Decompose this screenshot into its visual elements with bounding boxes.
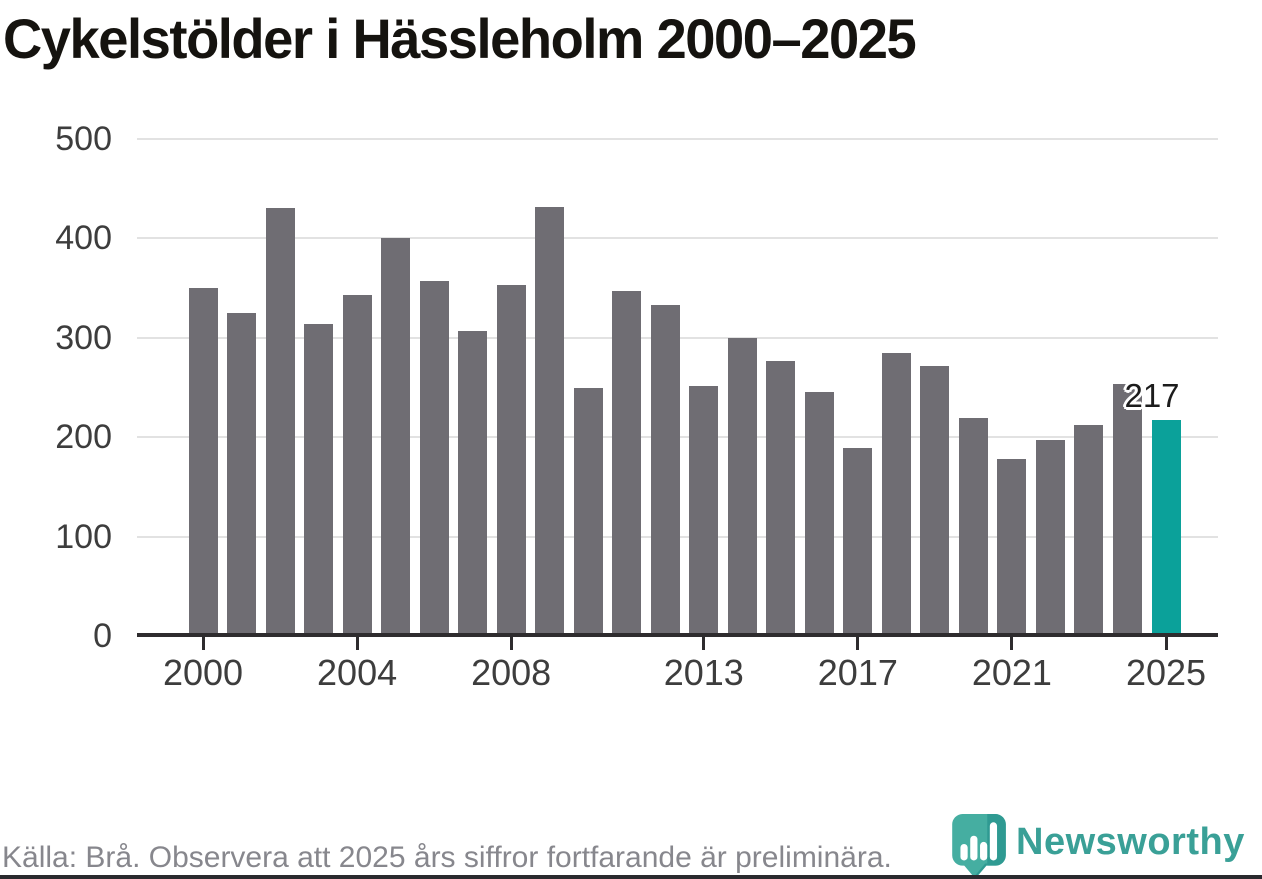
newsworthy-wordmark: Newsworthy: [1016, 821, 1245, 863]
x-tick-2013: [702, 637, 706, 650]
x-tick-2017: [856, 637, 860, 650]
bar-2024: [1112, 383, 1142, 636]
bar-2022: [1035, 440, 1065, 636]
bar-2021: [997, 459, 1027, 636]
x-tick-2008: [509, 637, 513, 650]
source-note: Källa: Brå. Observera att 2025 års siffr…: [2, 841, 892, 874]
bar-2018: [881, 352, 911, 636]
y-axis-tick-labels: 0 100 200 300 400 500: [0, 120, 112, 655]
x-tick-2004: [355, 637, 359, 650]
bar-2011: [612, 291, 642, 636]
plot-area: 217: [137, 138, 1218, 637]
x-tick-label-2008: 2008: [471, 652, 552, 693]
x-tick-label-2025: 2025: [1125, 652, 1207, 693]
highlight-value-label: 217: [1124, 377, 1180, 415]
bar-2023: [1074, 425, 1104, 636]
bar-2017: [843, 448, 873, 636]
newsworthy-pin-barchart-icon: [952, 814, 1006, 878]
x-axis-line: [137, 633, 1218, 637]
bar-2003: [304, 323, 334, 636]
bar-2014: [727, 337, 757, 636]
x-tick-2000: [201, 637, 205, 650]
gridline-400: [137, 237, 1218, 240]
bar-2004: [342, 295, 372, 636]
bar-2001: [227, 312, 257, 636]
x-tick-label-2013: 2013: [663, 652, 744, 693]
newsworthy-logo: Newsworthy: [948, 812, 1262, 879]
bar-2012: [650, 305, 680, 636]
x-tick-label-2021: 2021: [971, 652, 1052, 693]
y-tick-label-100: 100: [55, 517, 112, 556]
x-tick-label-2017: 2017: [817, 652, 898, 693]
bar-2006: [419, 281, 449, 636]
bar-2000: [188, 288, 218, 636]
bar-2002: [265, 207, 295, 636]
bottom-edge-line: [0, 875, 1262, 879]
y-tick-label-200: 200: [55, 418, 112, 457]
y-tick-label-300: 300: [55, 318, 112, 357]
y-tick-label-500: 500: [55, 120, 112, 158]
bar-2009: [535, 206, 565, 636]
bar-2019: [920, 365, 950, 636]
bar-2007: [458, 330, 488, 636]
y-tick-label-0: 0: [93, 617, 112, 655]
x-tick-label-2000: 2000: [162, 652, 244, 693]
bar-2013: [689, 385, 719, 636]
bar-2020: [958, 418, 988, 636]
bar-2010: [573, 387, 603, 636]
x-tick-2025: [1164, 637, 1168, 650]
bar-2016: [804, 392, 834, 636]
bar-2015: [766, 360, 796, 636]
x-axis: 2000 2004 2008 2013 2017 2021 2025: [137, 636, 1218, 706]
gridline-500: [137, 138, 1218, 140]
y-tick-label-400: 400: [55, 219, 112, 258]
bar-2025-highlighted: [1151, 420, 1181, 636]
x-tick-label-2004: 2004: [317, 652, 398, 693]
bar-2005: [381, 238, 411, 636]
chart-title: Cykelstölder i Hässleholm 2000–2025: [3, 7, 917, 70]
bar-2008: [496, 285, 526, 636]
x-tick-2021: [1010, 637, 1014, 650]
